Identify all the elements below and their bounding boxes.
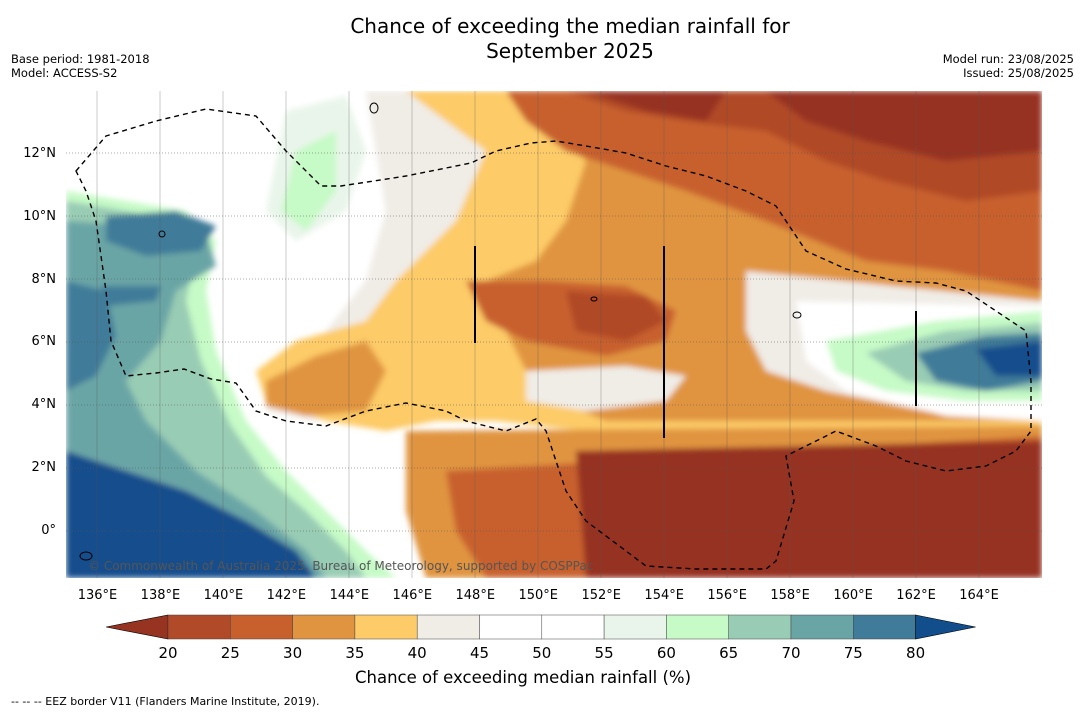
lon-label: 150°E: [518, 588, 559, 603]
colorbar-tick-label: 50: [532, 644, 552, 662]
colorbar-segment: [230, 614, 293, 640]
lon-label: 154°E: [644, 588, 684, 603]
colorbar-under-arrow: [106, 614, 169, 640]
copyright-text: © Commonwealth of Australia 2025, Bureau…: [88, 559, 594, 573]
map-canvas: [66, 91, 1042, 578]
colorbar-segment: [292, 614, 356, 640]
colorbar-tick-label: 80: [906, 644, 926, 662]
colorbar-segment: [479, 614, 543, 640]
title-line-1: Chance of exceeding the median rainfall …: [350, 14, 790, 38]
lat-label: 2°N: [31, 460, 57, 476]
colorbar-over-arrow: [915, 614, 976, 640]
rainfall-map: [66, 91, 1042, 578]
base-period: Base period: 1981-2018: [11, 52, 150, 66]
colorbar-tick-label: 30: [283, 644, 303, 662]
colorbar-tick-label: 55: [594, 644, 614, 662]
model-run: Model run: 23/08/2025: [942, 52, 1074, 66]
colorbar-segment: [728, 614, 792, 640]
model-name: Model: ACCESS-S2: [11, 66, 118, 80]
lat-label: 10°N: [23, 208, 56, 224]
lat-label: 12°N: [23, 145, 56, 161]
colorbar: [106, 614, 976, 640]
lon-label: 156°E: [707, 588, 747, 603]
lon-label: 140°E: [203, 588, 244, 603]
colorbar-tick-label: 20: [158, 644, 178, 662]
islands: [79, 102, 802, 561]
colorbar-tick-label: 70: [781, 644, 801, 662]
colorbar-tick-label: 65: [719, 644, 739, 662]
lon-label: 160°E: [833, 588, 873, 603]
colorbar-segment: [167, 614, 231, 640]
colorbar-tick-label: 75: [843, 644, 863, 662]
colorbar-tick-label: 60: [656, 644, 676, 662]
model-info: Base period: 1981-2018 Model: ACCESS-S2: [11, 52, 150, 80]
title-line-2: September 2025: [486, 39, 654, 63]
colorbar-segment: [790, 614, 854, 640]
lon-label: 136°E: [77, 588, 118, 603]
issue-info: Model run: 23/08/2025 Issued: 25/08/2025: [943, 52, 1074, 80]
map-title: Chance of exceeding the median rainfall …: [270, 14, 870, 64]
colorbar-segment: [354, 614, 418, 640]
lon-label: 146°E: [392, 588, 433, 603]
colorbar-label: Chance of exceeding median rainfall (%): [355, 668, 692, 687]
graticule: [66, 152, 1042, 532]
lon-label: 162°E: [896, 588, 936, 603]
lon-label: 138°E: [140, 588, 181, 603]
probability-field: [66, 91, 1042, 578]
eez-footnote: -- -- -- EEZ border V11 (Flanders Marine…: [11, 695, 320, 708]
lat-label: 4°N: [31, 397, 57, 413]
colorbar-segment: [853, 614, 916, 640]
colorbar-segment: [666, 614, 729, 640]
island-lines: [474, 246, 917, 438]
lat-label: 6°N: [31, 334, 57, 350]
colorbar-segment: [603, 614, 667, 640]
colorbar-tick-label: 25: [220, 644, 240, 662]
lon-label: 144°E: [329, 588, 370, 603]
lon-label: 142°E: [266, 588, 307, 603]
meridians: [96, 91, 980, 578]
lon-label: 158°E: [770, 588, 810, 603]
lat-label: 8°N: [31, 271, 57, 287]
colorbar-segment: [541, 614, 605, 640]
colorbar-tick-label: 40: [407, 644, 427, 662]
lon-label: 164°E: [959, 588, 999, 603]
colorbar-tick-label: 45: [469, 644, 490, 662]
eez-border: [75, 108, 1032, 570]
lon-label: 152°E: [581, 588, 621, 603]
issued-date: Issued: 25/08/2025: [963, 66, 1074, 80]
colorbar-segment: [416, 614, 480, 640]
lon-label: 148°E: [455, 588, 496, 603]
lat-label: 0°: [41, 522, 56, 538]
colorbar-tick-label: 35: [345, 644, 365, 662]
